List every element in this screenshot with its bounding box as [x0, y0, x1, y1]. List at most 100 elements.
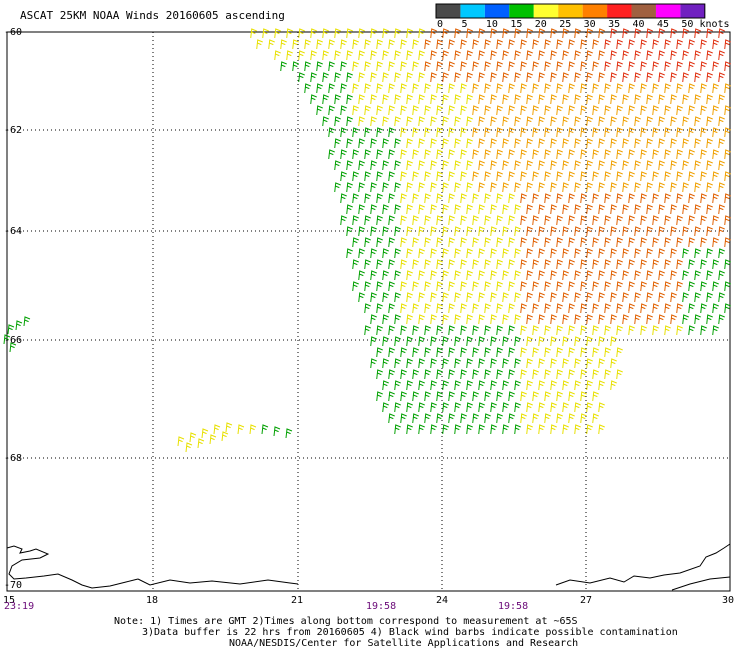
wind-barb [394, 358, 401, 369]
wind-barb [460, 83, 467, 94]
wind-barb [532, 193, 539, 204]
wind-barb [670, 160, 677, 171]
wind-barb [358, 182, 365, 193]
wind-barb [484, 237, 491, 248]
wind-barb [394, 138, 401, 149]
wind-barb [568, 127, 575, 138]
wind-barb [382, 50, 389, 61]
wind-barb [237, 424, 245, 435]
wind-barb [466, 182, 473, 193]
wind-barb [610, 270, 617, 281]
wind-barb [514, 94, 521, 105]
wind-barb [352, 259, 359, 270]
wind-barb [568, 61, 575, 72]
scale-label: 25 [559, 19, 572, 30]
wind-barb [526, 116, 533, 127]
wind-barb [400, 347, 407, 358]
wind-barb [712, 149, 719, 160]
wind-barb [700, 259, 707, 270]
wind-barb [382, 336, 389, 347]
wind-barb [358, 160, 365, 171]
wind-barb [286, 50, 293, 61]
wind-barb [568, 325, 575, 336]
wind-barb [544, 347, 551, 358]
wind-barb [592, 105, 599, 116]
wind-barb [532, 303, 539, 314]
wind-barb [520, 391, 527, 402]
wind-barb [586, 94, 593, 105]
wind-barb [418, 72, 425, 83]
wind-barb [532, 149, 539, 160]
wind-barb [346, 204, 353, 215]
wind-barb [340, 215, 347, 226]
wind-barb [568, 369, 575, 380]
wind-barb [23, 316, 31, 327]
scale-label: 0 [437, 19, 444, 30]
wind-barb [610, 204, 617, 215]
wind-barb [610, 138, 617, 149]
wind-barb [514, 138, 521, 149]
wind-barb [394, 226, 401, 237]
wind-barb [496, 369, 503, 380]
wind-barb [424, 105, 431, 116]
wind-barb [412, 171, 419, 182]
wind-barb [538, 50, 545, 61]
wind-barb [496, 61, 503, 72]
wind-barb [352, 39, 359, 50]
wind-barb [682, 226, 689, 237]
wind-barb [424, 325, 431, 336]
wind-barb [197, 438, 205, 449]
wind-barb [478, 380, 485, 391]
wind-barb [484, 127, 491, 138]
wind-barb [466, 138, 473, 149]
wind-barb [478, 402, 485, 413]
wind-barb [406, 380, 413, 391]
wind-barb [562, 336, 569, 347]
wind-barb [448, 413, 455, 424]
wind-barb [628, 39, 635, 50]
wind-barb [496, 303, 503, 314]
wind-barb [598, 248, 605, 259]
wind-barb [400, 303, 407, 314]
wind-barb [370, 116, 377, 127]
wind-barb [676, 325, 683, 336]
wind-barb [658, 248, 665, 259]
wind-barb [346, 226, 353, 237]
wind-barb [418, 314, 425, 325]
wind-barb [430, 138, 437, 149]
wind-barb [472, 61, 479, 72]
wind-barb [628, 171, 635, 182]
wind-barb [514, 226, 521, 237]
wind-barb [574, 50, 581, 61]
wind-barb [724, 259, 731, 270]
wind-barb [556, 237, 563, 248]
wind-barb [412, 259, 419, 270]
wind-barb [670, 72, 677, 83]
wind-barb [556, 391, 563, 402]
wind-barb [448, 281, 455, 292]
wind-barb [442, 270, 449, 281]
wind-barb [400, 391, 407, 402]
wind-barb [328, 149, 335, 160]
wind-barb [568, 215, 575, 226]
wind-barb [448, 171, 455, 182]
wind-barb [466, 28, 473, 39]
wind-barb [478, 314, 485, 325]
wind-barb [490, 72, 497, 83]
wind-barb [394, 424, 401, 435]
wind-barb [574, 138, 581, 149]
wind-barb [442, 402, 449, 413]
wind-barb [382, 226, 389, 237]
scale-label: 35 [608, 19, 621, 30]
wind-barb [682, 270, 689, 281]
wind-barb [694, 270, 701, 281]
wind-barb [298, 50, 305, 61]
scale-swatch [509, 4, 534, 18]
wind-barb [352, 127, 359, 138]
wind-barb [688, 193, 695, 204]
wind-barb [496, 127, 503, 138]
wind-barb [412, 193, 419, 204]
wind-barb [544, 237, 551, 248]
wind-barb [520, 127, 527, 138]
wind-barb [490, 270, 497, 281]
